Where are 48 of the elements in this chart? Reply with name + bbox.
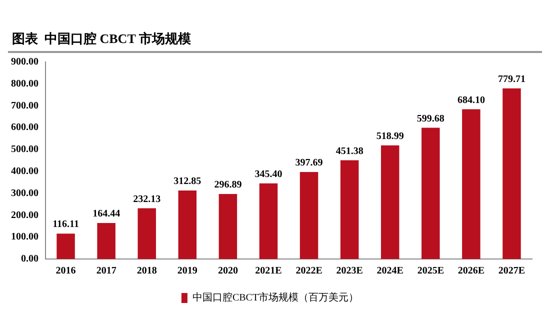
x-tick-label: 2026E: [458, 266, 485, 277]
y-tick-label: 400.00: [11, 166, 38, 178]
y-tick-label: 200.00: [11, 210, 38, 221]
y-tick-label: 900.00: [11, 56, 38, 68]
data-label: 116.11: [52, 219, 79, 230]
data-label: 296.89: [214, 180, 242, 191]
y-tick-label: 300.00: [11, 188, 38, 199]
y-tick-label: 600.00: [11, 122, 38, 134]
y-tick-label: 0.00: [21, 254, 38, 265]
y-tick-label: 100.00: [11, 232, 38, 243]
bar: [138, 208, 156, 259]
data-label: 164.44: [92, 208, 120, 220]
x-tick-label: 2023E: [336, 266, 364, 277]
data-label: 232.13: [133, 194, 161, 205]
bar: [259, 183, 278, 259]
data-label: 451.38: [336, 146, 364, 157]
x-tick-label: 2024E: [376, 266, 404, 277]
bar: [97, 223, 116, 259]
bar: [422, 128, 440, 259]
x-tick-label: 2017: [96, 266, 116, 277]
data-label: 312.85: [174, 176, 202, 188]
x-tick-label: 2022E: [296, 266, 323, 277]
bar: [380, 145, 400, 259]
bar: [502, 88, 521, 259]
data-label: 345.40: [254, 168, 282, 180]
y-tick-label: 700.00: [11, 100, 38, 112]
y-tick-label: 800.00: [11, 78, 38, 90]
bar: [218, 194, 238, 259]
legend-label: 中国口腔CBCT市场规模（百万美元）: [192, 292, 359, 304]
data-label: 684.10: [457, 94, 485, 106]
data-label: 518.99: [376, 130, 404, 142]
x-tick-label: 2020: [218, 266, 238, 277]
bar: [178, 190, 197, 259]
chart-title: 图表 中国口腔 CBCT 市场规模: [8, 8, 542, 53]
data-label: 397.69: [295, 158, 323, 169]
x-tick-label: 2016: [56, 266, 76, 277]
y-tick-label: 500.00: [11, 144, 38, 156]
x-tick-label: 2025E: [417, 266, 444, 277]
x-tick-label: 2018: [136, 266, 157, 277]
bar: [462, 109, 480, 259]
data-label: 779.71: [498, 74, 526, 85]
bar: [340, 160, 359, 259]
data-label: 599.68: [416, 113, 444, 124]
x-tick-label: 2027E: [498, 266, 526, 277]
bar: [300, 172, 318, 259]
bar: [56, 234, 75, 259]
x-tick-label: 2019: [177, 266, 198, 277]
x-tick-label: 2021E: [255, 266, 282, 277]
